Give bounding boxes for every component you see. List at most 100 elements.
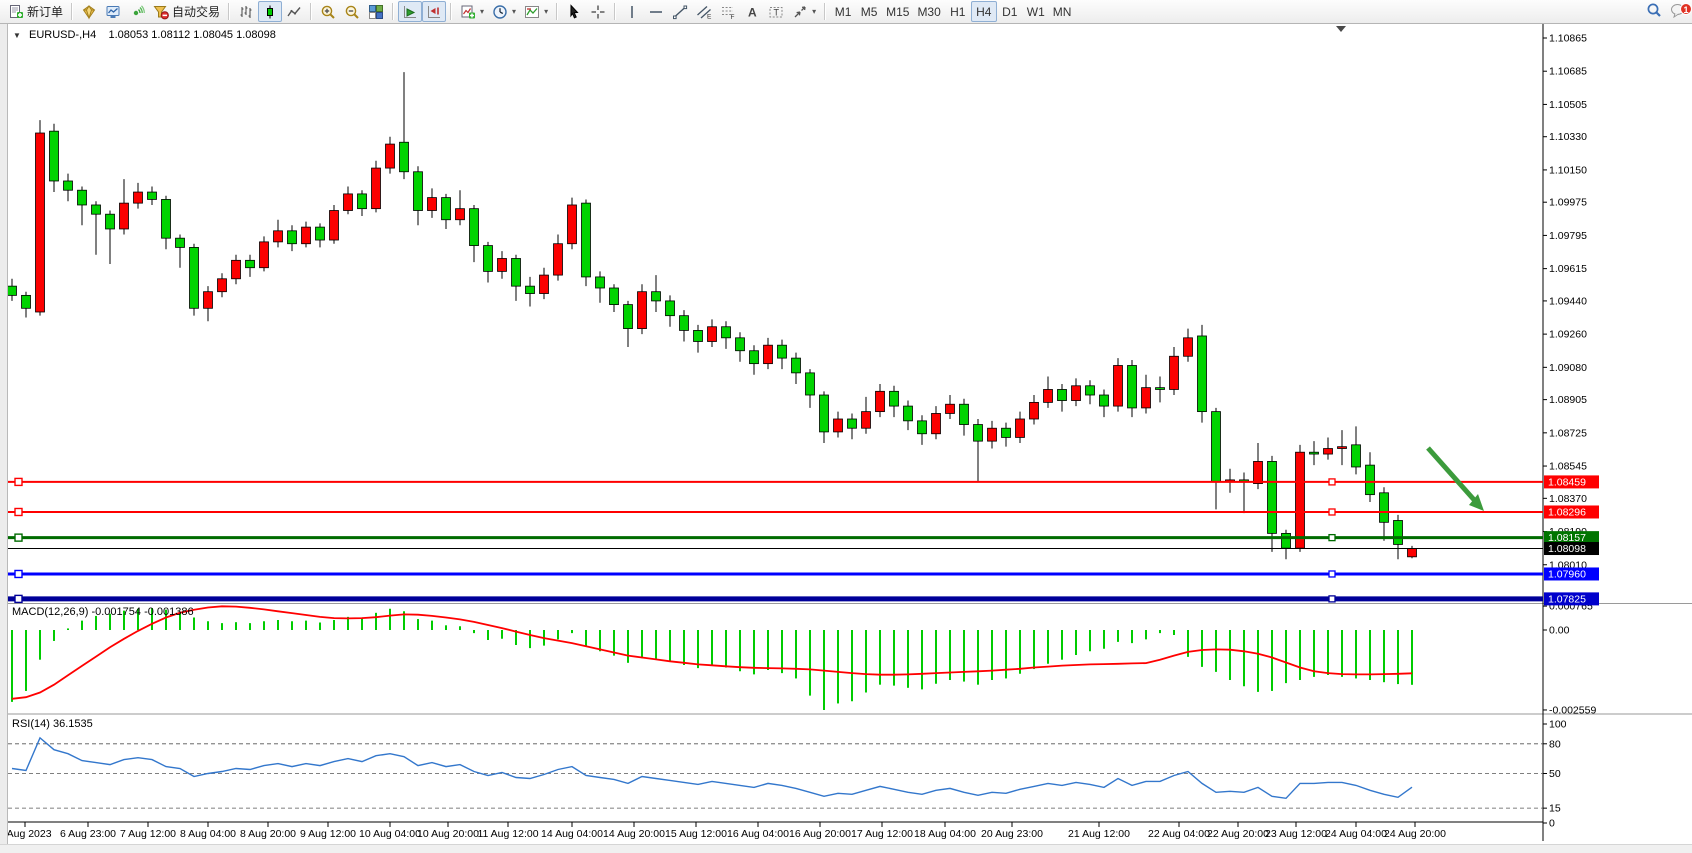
dropdown-arrow-icon[interactable]: ▾ — [512, 7, 517, 16]
price-tick: 1.09080 — [1549, 362, 1587, 374]
svg-text:1.08098: 1.08098 — [1548, 543, 1586, 555]
candle-body — [1379, 492, 1389, 523]
date-label: 20 Aug 23:00 — [981, 828, 1043, 840]
channel-icon: E — [697, 5, 712, 20]
signals-button[interactable] — [125, 1, 149, 22]
candle-body — [231, 259, 241, 280]
line-handle[interactable] — [14, 507, 23, 517]
candle-body — [1337, 446, 1347, 449]
tf-h1-button[interactable]: H1 — [945, 1, 971, 22]
candle-body — [91, 204, 101, 215]
candle-body — [1043, 389, 1053, 403]
chart-shift-button[interactable] — [422, 1, 447, 22]
candle-body — [581, 202, 591, 278]
tf-h4-button[interactable]: H4 — [970, 1, 997, 22]
notifications-button[interactable]: 1 — [1670, 2, 1692, 23]
line-handle[interactable] — [14, 594, 23, 604]
line-handle[interactable] — [14, 533, 23, 542]
navigator-button[interactable] — [101, 1, 125, 22]
toolbar-separator — [614, 3, 617, 20]
price-label-1.08157: 1.08157 — [1544, 531, 1599, 545]
tf-m15-button[interactable]: M15 — [882, 1, 913, 22]
line-handle[interactable] — [1328, 533, 1336, 542]
candle-body — [343, 193, 353, 211]
dropdown-arrow-icon[interactable]: ▾ — [480, 7, 485, 16]
tile-windows-button[interactable] — [364, 1, 388, 22]
crosshair-button[interactable] — [586, 1, 610, 22]
template-icon — [525, 5, 540, 18]
window-left-edge — [0, 24, 8, 853]
hline-1.07960[interactable] — [8, 569, 1543, 579]
date-label: 24 Aug 20:00 — [1384, 828, 1446, 840]
line-chart-button[interactable] — [282, 1, 306, 22]
text-button[interactable]: A — [740, 1, 764, 22]
horizontal-line-button[interactable] — [644, 1, 668, 22]
market-watch-button[interactable] — [77, 1, 101, 22]
cursor-button[interactable] — [562, 1, 586, 22]
tf-w1-button[interactable]: W1 — [1023, 1, 1049, 22]
equidistant-channel-button[interactable]: E — [692, 1, 716, 22]
periods-button[interactable]: ▾ — [488, 1, 520, 22]
macd-histogram — [11, 608, 1413, 710]
dropdown-arrow-icon[interactable]: ▾ — [812, 7, 817, 16]
sonar-icon — [133, 4, 145, 15]
line-handle[interactable] — [14, 477, 23, 487]
price-label-1.08098: 1.08098 — [1544, 542, 1599, 556]
date-label: 14 Aug 04:00 — [541, 828, 603, 840]
candlestick-chart-button[interactable] — [258, 1, 283, 22]
fibonacci-button[interactable]: F — [716, 1, 740, 22]
tf-m30-button[interactable]: M30 — [913, 1, 944, 22]
templates-button[interactable]: ▾ — [520, 1, 552, 22]
hline-1.07825[interactable] — [8, 594, 1543, 604]
macd-tick: 0.00 — [1549, 625, 1570, 637]
candle-body — [931, 413, 941, 435]
autoscroll-icon — [404, 5, 417, 18]
price-label-1.07825: 1.07825 — [1544, 592, 1599, 606]
line-handle[interactable] — [1328, 508, 1336, 516]
hline-1.08157[interactable] — [8, 533, 1543, 542]
price-tick: 1.08725 — [1549, 427, 1587, 439]
text-label-button[interactable]: T — [764, 1, 788, 22]
candle-body — [735, 337, 745, 352]
candle-body — [1407, 548, 1417, 558]
trendline-button[interactable] — [668, 1, 692, 22]
tf-m5-button[interactable]: M5 — [856, 1, 882, 22]
line-handle[interactable] — [1328, 595, 1336, 603]
zoom-out-button[interactable] — [340, 1, 364, 22]
candle-body — [749, 350, 759, 365]
dropdown-arrow-icon[interactable]: ▾ — [544, 7, 549, 16]
autotrading-button[interactable]: 自动交易 — [149, 1, 224, 22]
svg-text:A: A — [748, 5, 757, 19]
candle-body — [77, 189, 87, 206]
chart-shift-marker[interactable] — [1336, 26, 1346, 32]
candle-body — [497, 258, 507, 272]
candle-body — [707, 326, 717, 342]
hline-1.08459[interactable] — [8, 477, 1543, 487]
line-handle[interactable] — [1328, 570, 1336, 578]
price-tick: 1.09975 — [1549, 197, 1587, 209]
zoom-in-button[interactable] — [316, 1, 340, 22]
svg-text:1.07825: 1.07825 — [1548, 593, 1586, 605]
candle-body — [329, 210, 339, 241]
chart-menu-triangle-icon[interactable]: ▼ — [13, 31, 21, 40]
candle-body — [833, 418, 843, 433]
price-tick: 1.09440 — [1549, 295, 1587, 307]
tf-mn-button[interactable]: MN — [1049, 1, 1076, 22]
search-button[interactable] — [1646, 2, 1662, 23]
line-handle[interactable] — [14, 569, 23, 579]
arrow-annotation[interactable] — [1426, 446, 1484, 511]
price-tick: 1.08905 — [1549, 394, 1587, 406]
line-handle[interactable] — [1328, 478, 1336, 486]
auto-scroll-button[interactable] — [398, 1, 423, 22]
arrows-button[interactable]: ▾ — [788, 1, 820, 22]
tf-d1-button[interactable]: D1 — [997, 1, 1023, 22]
indicators-button[interactable]: ▾ — [456, 1, 488, 22]
bar-chart-button[interactable] — [234, 1, 258, 22]
price-label-1.08459: 1.08459 — [1544, 475, 1599, 489]
new-order-button[interactable]: 新订单 — [4, 1, 67, 22]
hline-1.08296[interactable] — [8, 507, 1543, 517]
vertical-line-button[interactable] — [620, 1, 644, 22]
tf-m1-button[interactable]: M1 — [830, 1, 856, 22]
tf-d1-label: D1 — [1002, 4, 1018, 19]
